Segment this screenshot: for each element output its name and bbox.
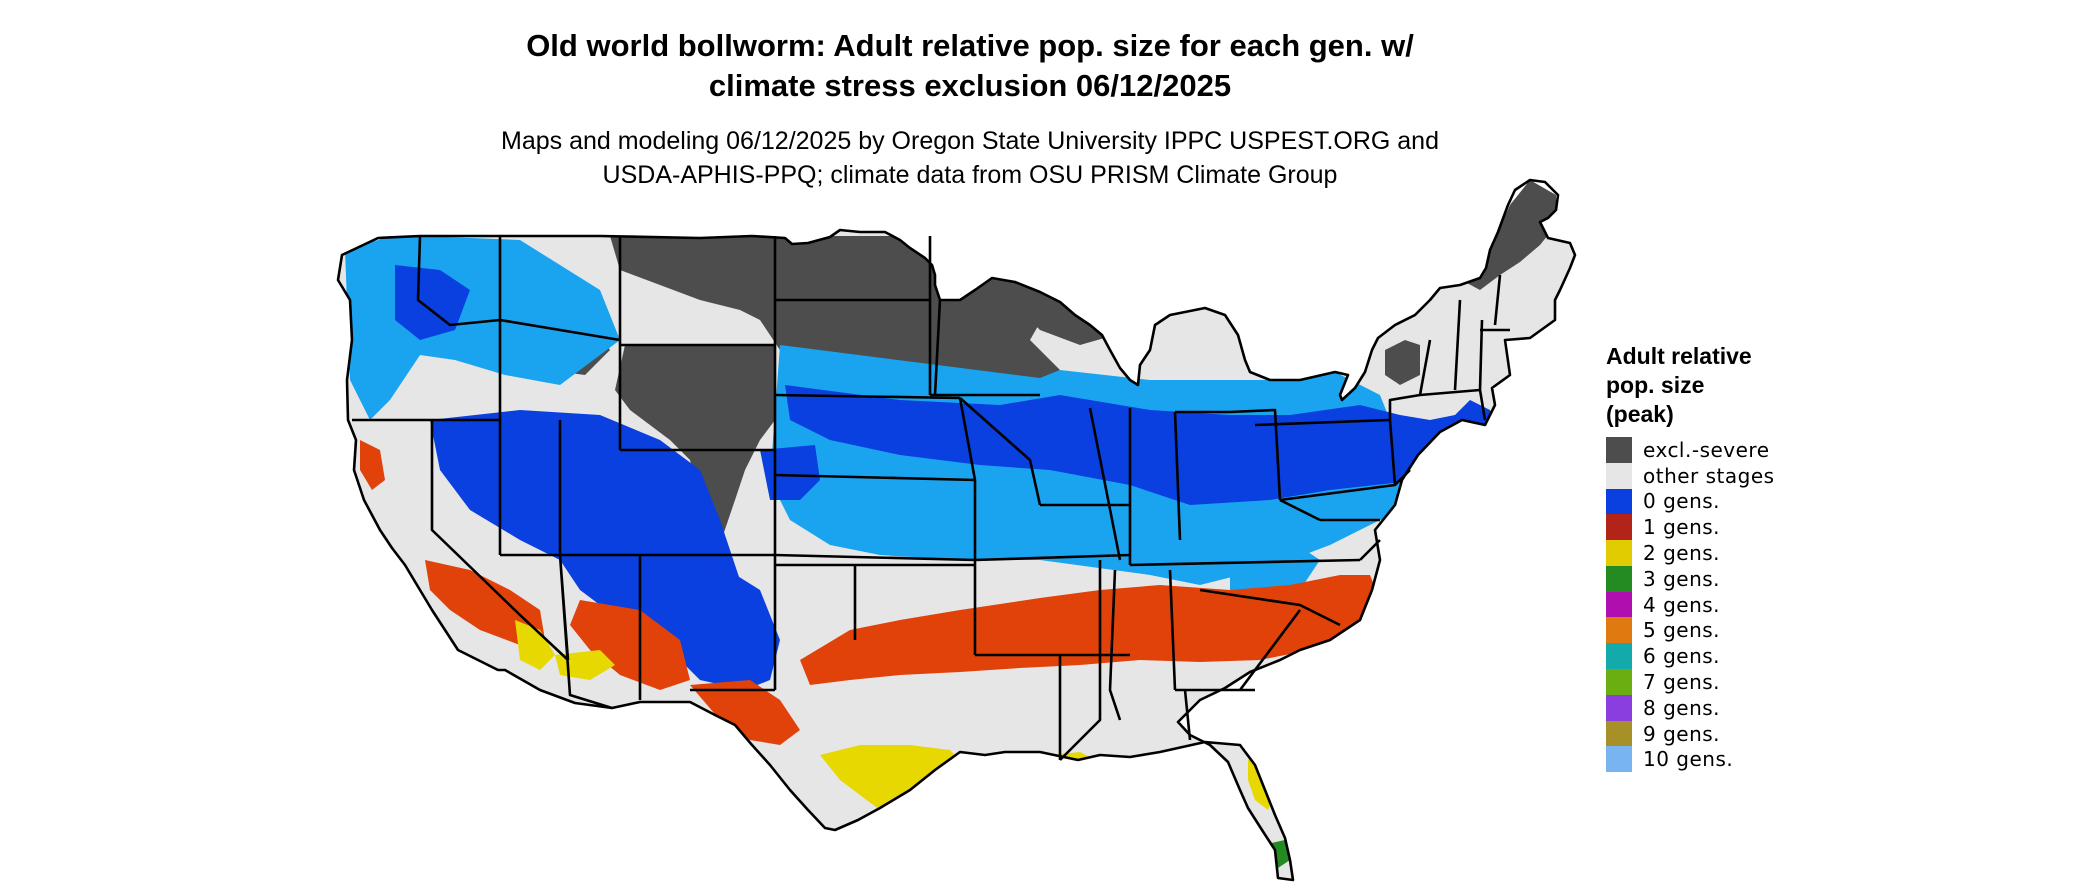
legend-swatch — [1606, 694, 1632, 721]
border-northeast-lines — [1254, 274, 1510, 561]
state-borders — [336, 178, 1577, 882]
legend-swatch — [1606, 669, 1632, 696]
legend-label: 9 gens. — [1643, 721, 1721, 746]
title-line-2: climate stress exclusion 06/12/2025 — [708, 68, 1232, 103]
legend-items: excl.-severe other stages 0 gens. 1 gens. 2 … — [1606, 436, 1826, 773]
legend-swatch — [1606, 488, 1632, 515]
legend-label: other stages — [1643, 463, 1775, 488]
legend-label: 8 gens. — [1643, 695, 1721, 720]
border-plains-lines — [774, 236, 977, 655]
one-gen-texas-west — [690, 680, 800, 745]
legend-label: 1 gens. — [1643, 515, 1721, 540]
zero-gen-pacific-northwest — [395, 265, 470, 340]
legend-swatch — [1606, 746, 1632, 773]
legend-swatch — [1606, 720, 1632, 747]
legend-swatch — [1606, 591, 1632, 618]
legend-swatch — [1606, 514, 1632, 541]
one-gen-arizona — [570, 600, 690, 690]
legend-swatch — [1606, 643, 1632, 670]
legend-label: 2 gens. — [1643, 541, 1721, 566]
legend-item: 6 gens. — [1606, 643, 1826, 670]
legend-item: 4 gens. — [1606, 591, 1826, 618]
legend-swatch — [1606, 617, 1632, 644]
map-legend: Adult relative pop. size (peak) excl.-se… — [1606, 342, 1826, 773]
legend-label: 3 gens. — [1643, 566, 1721, 591]
border-southeast-lines — [1059, 498, 1380, 761]
subtitle-line-2: USDA-APHIS-PPQ; climate data from OSU PR… — [602, 161, 1338, 189]
legend-title-line-1: Adult relative — [1606, 343, 1752, 369]
map-subtitle: Maps and modeling 06/12/2025 by Oregon S… — [380, 124, 1560, 192]
legend-label: excl.-severe — [1643, 437, 1770, 462]
one-gen-southern-belt — [800, 575, 1380, 685]
legend-item: 8 gens. — [1606, 694, 1826, 721]
legend-title: Adult relative pop. size (peak) — [1606, 342, 1826, 429]
legend-item: 2 gens. — [1606, 540, 1826, 567]
map-title: Old world bollworm: Adult relative pop. … — [420, 26, 1520, 106]
legend-label: 0 gens. — [1643, 489, 1721, 514]
legend-label: 5 gens. — [1643, 618, 1721, 643]
one-gen-california — [425, 560, 545, 645]
excluded-region-adirondacks — [1385, 340, 1420, 385]
legend-title-line-2: pop. size — [1606, 372, 1705, 398]
legend-title-line-3: (peak) — [1606, 401, 1674, 427]
legend-label: 6 gens. — [1643, 644, 1721, 669]
legend-label: 10 gens. — [1643, 747, 1734, 772]
legend-item: 1 gens. — [1606, 514, 1826, 541]
legend-item: 5 gens. — [1606, 617, 1826, 644]
legend-item: 0 gens. — [1606, 488, 1826, 515]
one-gen-california-coast — [360, 440, 385, 490]
legend-item: excl.-severe — [1606, 436, 1826, 463]
legend-label: 4 gens. — [1643, 592, 1721, 617]
legend-swatch — [1606, 462, 1632, 489]
legend-item: 3 gens. — [1606, 565, 1826, 592]
legend-item: 7 gens. — [1606, 669, 1826, 696]
map-fill-layer — [338, 180, 1575, 880]
legend-item: other stages — [1606, 462, 1826, 489]
legend-item: 10 gens. — [1606, 746, 1826, 773]
legend-swatch — [1606, 565, 1632, 592]
subtitle-line-1: Maps and modeling 06/12/2025 by Oregon S… — [501, 127, 1439, 155]
legend-swatch — [1606, 436, 1632, 463]
two-gen-south-texas — [820, 745, 970, 810]
legend-swatch — [1606, 540, 1632, 567]
title-line-1: Old world bollworm: Adult relative pop. … — [526, 28, 1414, 63]
legend-item: 9 gens. — [1606, 720, 1826, 747]
legend-label: 7 gens. — [1643, 670, 1721, 695]
